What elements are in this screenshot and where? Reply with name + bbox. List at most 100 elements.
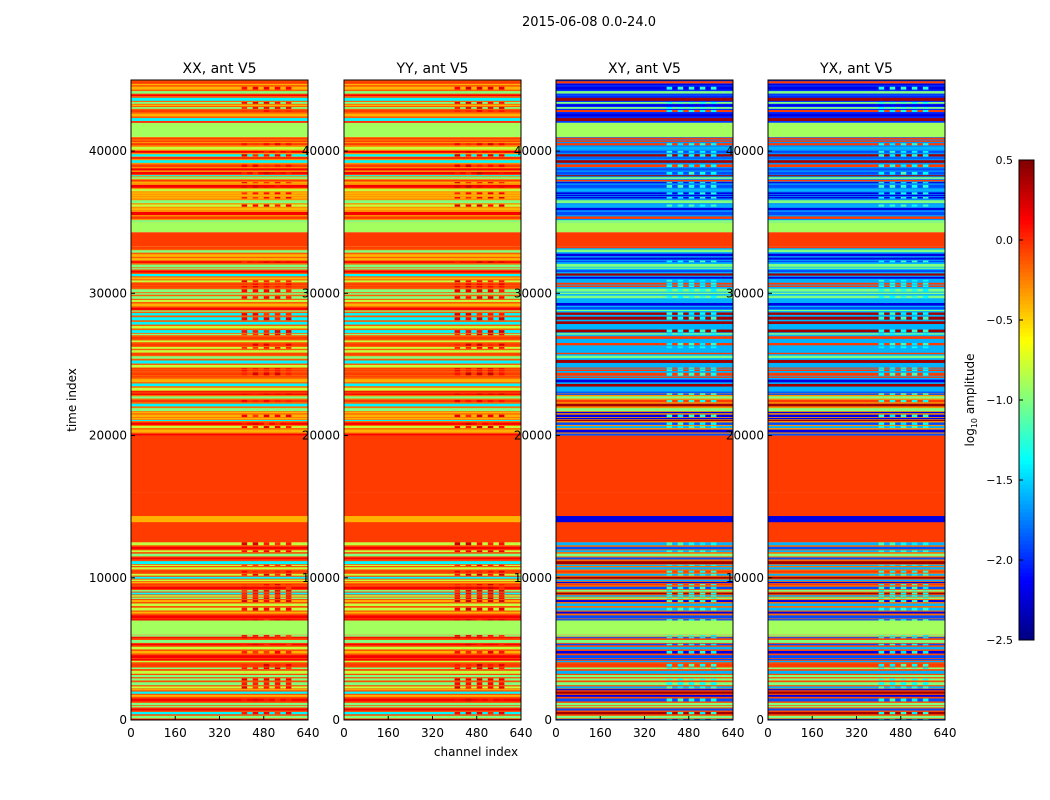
rfi-cell (688, 342, 695, 346)
rfi-cell (487, 110, 494, 113)
heatmap-stripe (768, 619, 945, 621)
rfi-cell (465, 650, 472, 654)
rfi-cell (487, 663, 494, 667)
heatmap-stripe (131, 121, 308, 123)
rfi-cell (922, 369, 929, 371)
heatmap-stripe (768, 419, 945, 422)
colorbar-tick-label: −2.0 (986, 554, 1013, 567)
rfi-cell (666, 637, 673, 639)
rfi-cell (900, 686, 907, 689)
heatmap-stripe (344, 691, 521, 694)
heatmap-stripe (768, 388, 945, 391)
colorbar-segment (1019, 540, 1034, 545)
rfi-cell (465, 372, 472, 376)
rfi-cell (241, 330, 248, 333)
rfi-cell (252, 261, 259, 263)
colorbar-label: log10 amplitude (963, 354, 979, 447)
rfi-cell (263, 370, 270, 372)
rfi-cell (263, 698, 270, 702)
rfi-cell (252, 619, 259, 621)
heatmap-stripe (131, 595, 308, 597)
rfi-cell (922, 143, 929, 146)
heatmap-stripe (131, 640, 308, 643)
rfi-cell (274, 171, 281, 175)
rfi-cell (889, 329, 896, 333)
rfi-cell (263, 343, 270, 346)
rfi-cell (241, 368, 248, 370)
rfi-cell (487, 573, 494, 576)
heatmap-stripe (556, 302, 733, 306)
heatmap-stripe (556, 516, 733, 523)
rfi-cell (666, 686, 673, 689)
heatmap-stripe (344, 146, 521, 150)
heatmap-stripe (131, 411, 308, 414)
rfi-cell (263, 570, 270, 573)
rfi-cell (476, 650, 483, 654)
rfi-cell (487, 154, 494, 157)
heatmap-stripe (768, 355, 945, 359)
rfi-cell (476, 542, 483, 546)
rfi-cell (889, 542, 896, 546)
rfi-cell (285, 643, 292, 646)
heatmap-stripe (344, 182, 521, 184)
rfi-cell (699, 164, 706, 168)
rfi-cell (878, 372, 885, 376)
rfi-cell (889, 570, 896, 573)
heatmap-stripe (556, 640, 733, 643)
rfi-cell (476, 597, 483, 599)
rfi-cell (454, 711, 461, 715)
rfi-cell (274, 313, 281, 316)
heatmap-stripe (344, 433, 521, 436)
rfi-cell (911, 682, 918, 686)
rfi-cell (285, 171, 292, 175)
panel-yx: YX, ant V50 160 320 480 64001000020000300004… (726, 61, 957, 740)
heatmap-stripe (131, 658, 308, 661)
rfi-cell (274, 296, 281, 299)
rfi-cell (285, 711, 292, 715)
rfi-cell (476, 150, 483, 153)
heatmap-stripe (344, 310, 521, 312)
heatmap-stripe (556, 263, 733, 267)
y-tick-label: 0 (332, 713, 340, 727)
heatmap-stripe (344, 590, 521, 592)
rfi-cell (476, 280, 483, 283)
rfi-cell (252, 682, 259, 686)
rfi-cell (710, 107, 717, 109)
rfi-cell (498, 542, 505, 546)
heatmap-stripe (768, 573, 945, 576)
rfi-cell (274, 107, 281, 109)
rfi-cell (274, 197, 281, 199)
rfi-cell (922, 650, 929, 654)
heatmap-stripe (768, 655, 945, 659)
heatmap-stripe (556, 184, 733, 188)
colorbar-segment (1019, 280, 1034, 285)
rfi-cell (498, 197, 505, 199)
rfi-cell (922, 542, 929, 546)
heatmap-stripe (131, 317, 308, 321)
rfi-cell (710, 667, 717, 670)
rfi-cell (498, 86, 505, 90)
heatmap-stripe (131, 137, 308, 140)
rfi-cell (889, 635, 896, 637)
rfi-cell (889, 597, 896, 599)
heatmap-stripe (556, 615, 733, 619)
rfi-cell (487, 330, 494, 333)
rfi-cell (498, 107, 505, 109)
rfi-cell (878, 367, 885, 369)
rfi-cell (666, 171, 673, 175)
rfi-cell (241, 296, 248, 299)
rfi-cell (454, 261, 461, 263)
rfi-cell (465, 143, 472, 146)
rfi-cell (465, 718, 472, 720)
heatmap-stripe (768, 359, 945, 363)
heatmap-stripe (768, 682, 945, 686)
heatmap-band (131, 122, 308, 137)
rfi-cell (922, 586, 929, 590)
rfi-cell (498, 101, 505, 104)
heatmap-stripe (131, 250, 308, 253)
rfi-cell (465, 296, 472, 299)
rfi-cell (454, 637, 461, 639)
colorbar-segment (1019, 228, 1034, 233)
rfi-cell (889, 192, 896, 195)
rfi-cell (677, 110, 684, 113)
